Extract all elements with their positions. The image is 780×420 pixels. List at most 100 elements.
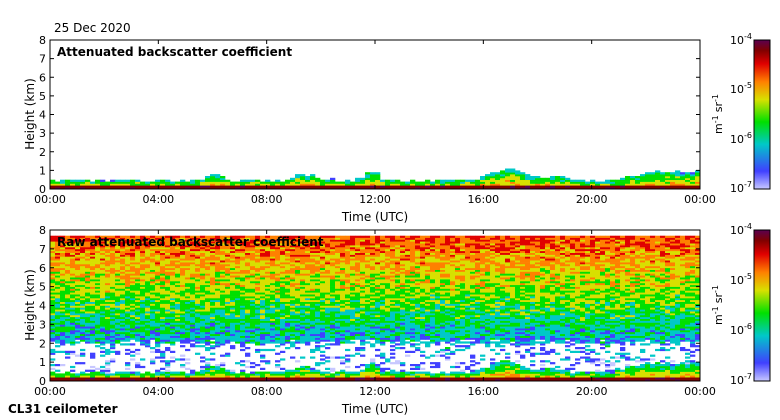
heatmap-cell [235,256,241,259]
heatmap-cell [140,330,146,333]
heatmap-cell [50,301,56,304]
heatmap-cell [265,294,271,297]
heatmap-cell [235,314,241,318]
heatmap-cell [250,241,256,244]
heatmap-cell [80,237,86,240]
heatmap-cell [60,269,66,272]
heatmap-cell [60,375,66,378]
heatmap-cell [610,183,616,186]
heatmap-cell [160,352,166,355]
heatmap-cell [275,345,281,348]
heatmap-cell [160,377,166,380]
heatmap-cell [95,279,101,282]
heatmap-cell [200,309,206,312]
heatmap-cell [300,341,306,344]
heatmap-cell [200,379,206,382]
heatmap-cell [365,324,371,327]
heatmap-cell [245,248,251,252]
heatmap-cell [425,185,431,188]
heatmap-cell [255,277,261,280]
heatmap-cell [605,185,611,188]
heatmap-cell [145,243,151,246]
heatmap-cell [320,281,326,284]
heatmap-cell [220,243,226,246]
heatmap-cell [160,243,166,246]
heatmap-cell [155,303,161,306]
heatmap-cell [85,369,91,372]
heatmap-cell [355,286,361,289]
heatmap-cell [215,369,221,372]
heatmap-cell [85,301,91,304]
heatmap-cell [115,247,121,250]
heatmap-cell [260,318,266,321]
heatmap-cell [275,273,281,276]
heatmap-cell [305,237,311,240]
heatmap-cell [140,331,146,335]
heatmap-cell [320,269,326,272]
heatmap-cell [150,375,156,378]
heatmap-cell [240,335,246,338]
heatmap-cell [200,245,206,248]
heatmap-cell [175,241,181,244]
heatmap-cell [185,339,191,342]
heatmap-cell [235,320,241,323]
heatmap-cell [680,183,686,186]
heatmap-cell [170,260,176,263]
heatmap-cell [340,239,346,242]
heatmap-cell [560,181,566,184]
heatmap-cell [90,316,96,319]
heatmap-cell [115,299,121,302]
heatmap-cell [680,172,686,175]
heatmap-cell [245,320,251,323]
heatmap-cell [95,256,101,259]
heatmap-cell [245,262,251,265]
heatmap-cell [685,174,691,177]
heatmap-cell [340,377,346,380]
heatmap-cell [295,367,301,370]
heatmap-cell [290,286,296,289]
heatmap-cell [220,343,226,346]
heatmap-cell [135,179,141,182]
heatmap-cell [75,322,81,325]
heatmap-cell [185,256,191,259]
heatmap-cell [165,254,171,257]
heatmap-cell [235,279,241,282]
heatmap-cell [85,248,91,252]
heatmap-cell [135,187,141,190]
heatmap-cell [115,256,121,259]
heatmap-cell [335,316,341,319]
heatmap-cell [575,185,581,188]
heatmap-cell [360,267,366,270]
heatmap-cell [195,235,201,238]
heatmap-cell [280,307,286,310]
heatmap-cell [205,316,211,319]
heatmap-cell [230,377,236,380]
heatmap-cell [280,237,286,240]
heatmap-cell [75,313,81,316]
heatmap-cell [365,176,371,179]
heatmap-cell [80,275,86,278]
heatmap-cell [65,379,71,382]
heatmap-cell [50,350,56,353]
heatmap-cell [330,324,336,327]
heatmap-cell [265,256,271,259]
heatmap-cell [55,350,61,353]
heatmap-cell [55,305,61,308]
heatmap-cell [220,335,226,338]
heatmap-cell [85,296,91,299]
heatmap-cell [130,290,136,293]
heatmap-cell [270,281,276,284]
heatmap-cell [140,279,146,282]
heatmap-cell [210,250,216,253]
heatmap-cell [50,311,56,314]
heatmap-cell [360,247,366,250]
heatmap-cell [70,264,76,267]
heatmap-cell [190,303,196,306]
heatmap-cell [50,358,56,361]
heatmap-cell [175,373,181,376]
heatmap-cell [95,375,101,378]
heatmap-cell [160,245,166,248]
heatmap-cell [260,354,266,357]
heatmap-cell [180,281,186,284]
heatmap-cell [300,318,306,321]
